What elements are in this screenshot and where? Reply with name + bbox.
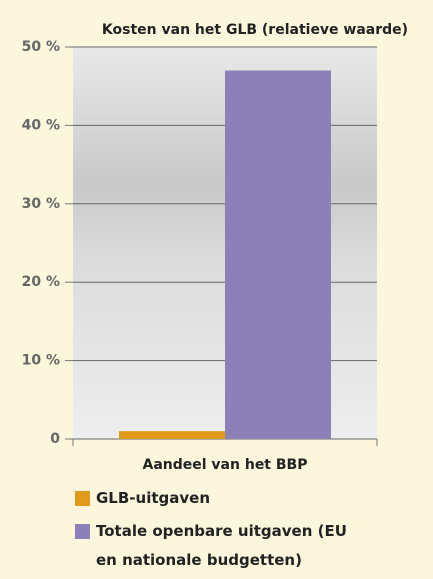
legend: GLB-uitgaven Totale openbare uitgaven (EU… <box>75 484 355 579</box>
chart-title: Kosten van het GLB (relatieve waarde) <box>102 22 408 38</box>
legend-label: GLB-uitgaven <box>96 484 210 513</box>
legend-label: Totale openbare uitgaven (EU en national… <box>96 517 355 575</box>
y-tick-label: 50 % <box>22 39 60 55</box>
bar <box>225 71 331 439</box>
y-tick-label: 0 <box>50 431 60 447</box>
y-tick-label: 30 % <box>22 196 60 212</box>
legend-swatch <box>75 491 90 506</box>
bar <box>119 431 225 439</box>
y-tick-label: 10 % <box>22 353 60 369</box>
chart: Kosten van het GLB (relatieve waarde) 0 1… <box>0 0 433 480</box>
x-tick-label: Aandeel van het BBP <box>143 457 308 473</box>
legend-swatch <box>75 524 90 539</box>
y-tick-label: 20 % <box>22 274 60 290</box>
legend-item: Totale openbare uitgaven (EU en national… <box>75 517 355 575</box>
legend-item: GLB-uitgaven <box>75 484 355 513</box>
y-tick-label: 40 % <box>22 117 60 133</box>
